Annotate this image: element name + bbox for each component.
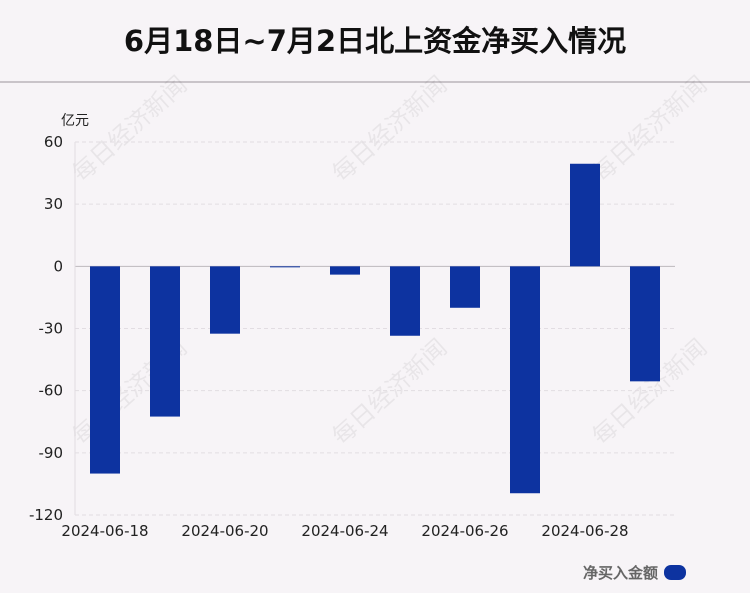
y-tick-label: -120 — [29, 506, 63, 524]
x-tick-label: 2024-06-18 — [61, 522, 148, 540]
legend[interactable]: 净买入金额 — [583, 562, 686, 583]
chart-title: 6月18日~7月2日北上资金净买入情况 — [123, 24, 627, 58]
x-tick-label: 2024-06-26 — [421, 522, 508, 540]
bar-2024-06-25[interactable] — [390, 266, 420, 336]
legend-swatch — [664, 565, 686, 580]
watermark-text: 每日经济新闻 — [327, 333, 453, 450]
x-tick-label: 2024-06-24 — [301, 522, 388, 540]
watermark-text: 每日经济新闻 — [327, 70, 453, 187]
bar-2024-06-26[interactable] — [450, 266, 480, 308]
watermark-text: 每日经济新闻 — [67, 70, 193, 187]
y-tick-label: -30 — [39, 320, 64, 338]
watermark-text: 每日经济新闻 — [587, 70, 713, 187]
bar-2024-06-27[interactable] — [510, 266, 540, 494]
y-tick-label: 30 — [44, 195, 63, 213]
bar-2024-06-28[interactable] — [570, 163, 600, 267]
x-tick-label: 2024-06-20 — [181, 522, 268, 540]
bar-2024-06-19[interactable] — [150, 266, 180, 417]
y-tick-label: 0 — [53, 257, 63, 275]
bar-2024-06-24[interactable] — [330, 266, 360, 275]
y-tick-labels: 60 30 0 -30 -60 -90 -120 — [29, 133, 63, 524]
bar-2024-06-20[interactable] — [210, 266, 240, 334]
x-tick-label: 2024-06-28 — [541, 522, 628, 540]
y-tick-label: 60 — [44, 133, 63, 151]
x-tick-labels: 2024-06-18 2024-06-20 2024-06-24 2024-06-26… — [61, 522, 628, 540]
bars — [90, 163, 660, 494]
y-tick-label: -60 — [39, 382, 64, 400]
y-axis-label: 亿元 — [61, 113, 89, 129]
legend-label: 净买入金额 — [582, 564, 658, 582]
bar-2024-06-21[interactable] — [270, 266, 300, 268]
bar-2024-07-01[interactable] — [630, 266, 660, 382]
title-divider — [0, 81, 750, 83]
bar-2024-06-18[interactable] — [90, 266, 120, 474]
y-tick-label: -90 — [39, 444, 64, 462]
